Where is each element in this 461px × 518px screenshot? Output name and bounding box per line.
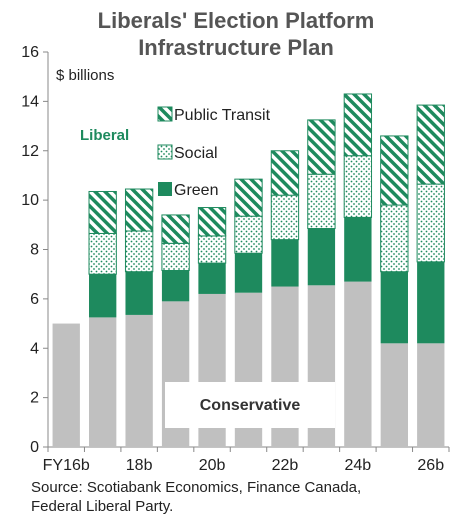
bar-social-10 [416,183,445,263]
bar-public-transit-5 [234,178,263,217]
source-line-1: Source: Scotiabank Economics, Finance Ca… [31,479,361,496]
bar-conservative-1 [89,317,117,447]
bar-public-transit-3 [161,214,190,244]
y-tick-label-4: 8 [30,242,39,259]
bar-green-6 [271,239,299,287]
y-tick-label-7: 14 [21,93,39,110]
bar-public-transit-9 [380,135,409,206]
legend-label-green: Green [174,182,218,199]
bar-social-9 [380,204,409,273]
unit-label: $ billions [56,67,114,84]
y-tick-label-8: 16 [21,44,39,61]
bar-social-4 [197,235,227,264]
bar-conservative-8 [344,281,372,447]
conservative-annotation: Conservative [165,382,335,428]
bar-social-8 [343,155,373,218]
liberal-annotation: Liberal [80,127,129,144]
bar-social-3 [161,242,190,271]
x-tick-label-10: 26b [417,457,444,474]
bar-green-9 [380,271,408,344]
bar-public-transit-4 [197,207,227,237]
bar-social-6 [270,194,300,241]
y-tick-label-1: 2 [30,390,39,407]
x-tick-label-6: 22b [272,457,299,474]
y-tick-label-6: 12 [21,143,39,160]
legend-swatch-green [158,182,172,196]
legend-label-public-transit: Public Transit [174,107,271,124]
bar-green-2 [125,271,153,315]
bar-public-transit-10 [416,104,445,185]
bar-green-10 [417,261,445,344]
bar-conservative-2 [125,314,153,447]
bar-green-1 [89,274,117,318]
bar-social-1 [88,232,117,275]
bar-green-4 [198,263,226,294]
bar-green-8 [344,217,372,282]
bar-public-transit-1 [88,190,117,234]
bar-conservative-0 [52,323,80,447]
bar-green-3 [161,270,190,302]
chart-title-line-1: Liberals' Election Platform [98,8,375,33]
bar-public-transit-2 [124,188,154,232]
x-tick-label-8: 24b [345,457,372,474]
bar-public-transit-8 [343,93,373,157]
x-tick-label-2: 18b [126,457,153,474]
bar-conservative-10 [417,343,445,447]
bar-social-2 [124,230,154,273]
x-tick-label-4: 20b [199,457,226,474]
bar-public-transit-6 [270,150,300,196]
bar-social-5 [234,215,263,254]
x-tick-label-0: FY16b [43,457,90,474]
conservative-label: Conservative [200,397,301,414]
chart-title-line-2: Infrastructure Plan [138,35,334,60]
bar-green-7 [307,228,336,286]
bar-social-7 [307,173,336,230]
legend-swatch-social [157,144,173,160]
y-tick-label-2: 4 [30,340,39,357]
bar-public-transit-7 [307,119,336,175]
legend-label-social: Social [174,145,218,162]
bar-green-5 [234,253,263,293]
y-tick-label-0: 0 [30,439,39,456]
source-line-2: Federal Liberal Party. [31,498,173,515]
legend: Public Transit Social Green [157,106,271,199]
y-tick-label-5: 10 [21,192,39,209]
legend-swatch-public-transit [157,106,173,122]
y-axis-ticks: 0 2 4 6 8 10 12 14 16 [21,44,48,456]
bar-conservative-9 [380,343,408,447]
conservative-label-box [165,382,335,428]
x-axis-ticks: FY16b 18b 20b 22b 24b 26b [43,447,450,474]
y-tick-label-3: 6 [30,291,39,308]
